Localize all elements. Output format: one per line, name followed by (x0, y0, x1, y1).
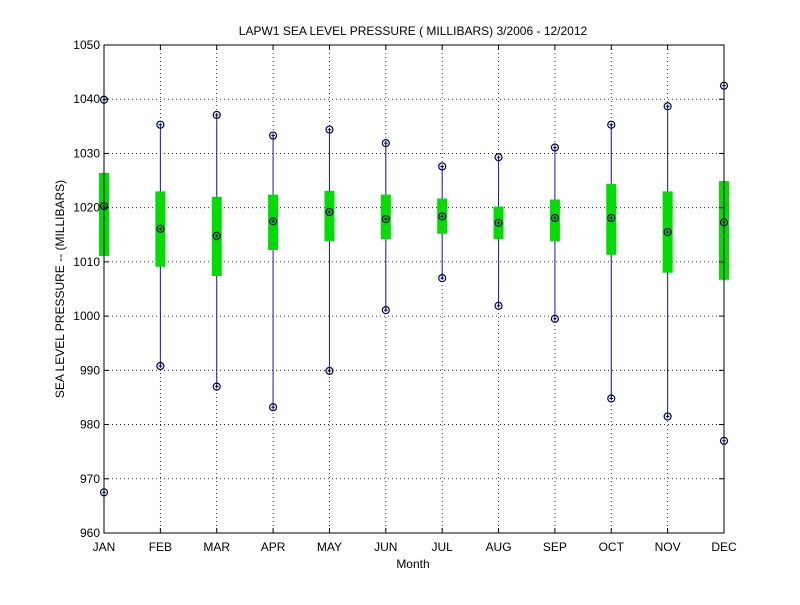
plot-area-frame (103, 44, 725, 534)
x-tick-label: OCT (599, 540, 625, 554)
max-marker-may (325, 125, 334, 134)
min-marker-feb (156, 361, 165, 371)
min-marker-nov (663, 412, 672, 421)
box-jun (380, 194, 391, 240)
x-tick-label: FEB (149, 540, 172, 554)
y-tick-label: 1010 (73, 255, 100, 269)
y-tick-label: 980 (80, 418, 100, 432)
min-marker-mar (212, 382, 221, 391)
x-tick-label: NOV (655, 540, 681, 554)
max-marker-aug (494, 153, 503, 162)
mean-marker-jun (381, 214, 390, 224)
x-tick-label: AUG (486, 540, 512, 554)
max-marker-nov (663, 102, 672, 111)
x-axis-label: Month (396, 557, 429, 571)
mean-marker-aug (494, 218, 503, 227)
y-tick-label: 1000 (73, 309, 100, 323)
y-axis-label: SEA LEVEL PRESSURE -- (MILLIBARS) (53, 180, 67, 398)
y-tick-label: 1020 (73, 201, 100, 215)
mean-marker-sep (550, 213, 560, 223)
mean-marker-jul (438, 212, 447, 221)
max-marker-jul (438, 162, 447, 171)
min-marker-jul (438, 274, 447, 283)
box-sep (549, 199, 560, 242)
grid-lines (104, 45, 724, 533)
x-tick-label: MAR (203, 540, 230, 554)
x-tick-label: APR (261, 540, 286, 554)
y-tick-label: 1040 (73, 92, 100, 106)
min-marker-may (325, 366, 334, 375)
x-tick-label: DEC (711, 540, 737, 554)
y-tick-label: 1050 (73, 38, 100, 52)
box-series (99, 81, 729, 497)
mean-marker-mar (212, 231, 221, 240)
x-tick-label: JUN (374, 540, 397, 554)
x-tick-label: JAN (93, 540, 116, 554)
min-marker-sep (550, 314, 560, 323)
axis-ticks: 960 970 980 990 1000 1010 1020 1030 1040 1050 JAN F… (73, 38, 737, 554)
min-marker-aug (494, 301, 503, 310)
max-marker-feb (156, 120, 165, 129)
x-tick-label: JUL (432, 540, 454, 554)
max-marker-mar (212, 110, 221, 120)
max-marker-sep (550, 143, 560, 152)
y-tick-label: 960 (80, 526, 100, 540)
max-marker-apr (268, 131, 278, 140)
min-marker-oct (607, 394, 616, 403)
max-marker-jun (381, 139, 390, 148)
mean-marker-oct (607, 213, 616, 223)
y-tick-label: 970 (80, 472, 100, 486)
chart-title: LAPW1 SEA LEVEL PRESSURE ( MILLIBARS) 3/… (239, 24, 588, 38)
x-tick-label: SEP (543, 540, 567, 554)
mean-marker-nov (663, 227, 672, 237)
y-tick-label: 990 (80, 363, 100, 377)
y-tick-label: 1030 (73, 146, 100, 160)
min-marker-jun (381, 306, 390, 315)
mean-marker-feb (156, 224, 165, 233)
max-marker-oct (607, 120, 616, 129)
mean-marker-may (325, 207, 334, 217)
min-marker-apr (268, 403, 278, 412)
x-tick-label: MAY (317, 540, 342, 554)
mean-marker-apr (268, 217, 278, 226)
